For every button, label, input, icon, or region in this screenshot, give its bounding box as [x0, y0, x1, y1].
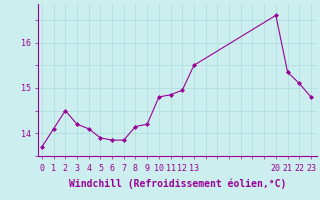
X-axis label: Windchill (Refroidissement éolien,°C): Windchill (Refroidissement éolien,°C) — [69, 178, 286, 189]
